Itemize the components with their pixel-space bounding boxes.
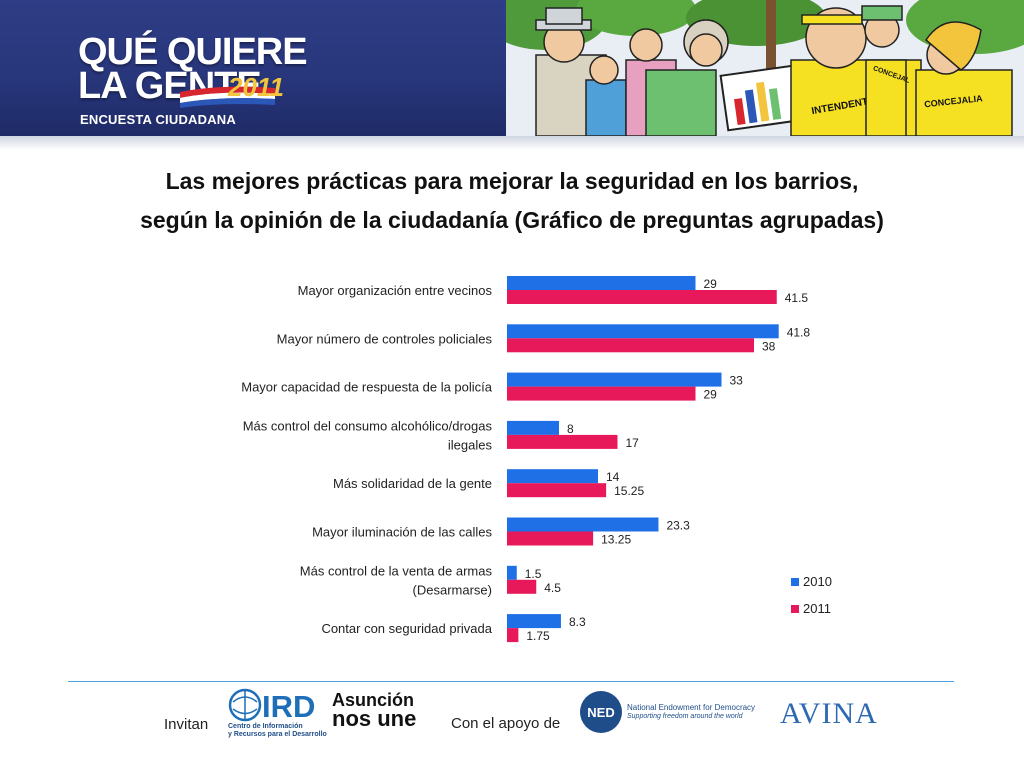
footer-divider	[68, 681, 954, 682]
bar-2011	[507, 483, 607, 498]
data-label-2011: 38	[762, 339, 776, 353]
data-label-2011: 41.5	[785, 291, 809, 305]
ird-logo: IRD	[228, 688, 315, 724]
category-label: Más control de la venta de armas	[300, 563, 493, 578]
data-label-2010: 8	[567, 422, 574, 436]
ird-wordmark: IRD	[262, 689, 315, 724]
citizens-cartoon-illustration: INTENDENTE CONCEJAL CONCEJALIA	[506, 0, 1024, 136]
category-label: Mayor organización entre vecinos	[298, 283, 493, 298]
ned-logo: NED	[580, 691, 622, 733]
category-label: Más solidaridad de la gente	[333, 476, 492, 491]
bar-2011	[507, 338, 754, 353]
data-label-2010: 8.3	[569, 615, 586, 629]
bar-2011	[507, 628, 519, 643]
bar-2011	[507, 386, 696, 401]
logo-year: 2011	[228, 72, 284, 102]
bar-2011	[507, 290, 777, 304]
legend-label-2011: 2011	[803, 601, 831, 616]
bar-2010	[507, 324, 779, 339]
chart-title-line1: Las mejores prácticas para mejorar la se…	[165, 168, 859, 194]
data-label-2010: 14	[606, 470, 620, 484]
banner-shadow	[0, 136, 1024, 150]
chart-title-line2: según la opinión de la ciudadanía (Gráfi…	[140, 207, 884, 233]
legend-label-2010: 2010	[803, 574, 832, 589]
data-label-2011: 29	[704, 388, 718, 402]
category-label: Más control del consumo alcohólico/droga…	[243, 418, 493, 433]
header-banner: QUÉ QUIERE LA GENTE 2011 ENCUESTA CIUDAD…	[0, 0, 1024, 136]
legend-swatch-2010	[791, 578, 799, 586]
data-label-2010: 23.3	[666, 519, 690, 533]
category-label: Mayor número de controles policiales	[277, 331, 493, 346]
data-label-2010: 33	[730, 374, 744, 388]
data-label-2011: 17	[626, 436, 640, 450]
logo-subtitle: ENCUESTA CIUDADANA	[80, 112, 236, 127]
flag-stripes-icon	[180, 86, 275, 108]
category-label: Contar con seguridad privada	[321, 621, 492, 636]
bar-2010	[507, 372, 722, 387]
bar-2010	[507, 517, 659, 532]
category-label: Mayor iluminación de las calles	[312, 525, 492, 540]
data-label-2010: 41.8	[787, 325, 811, 339]
category-label: ilegales	[448, 437, 493, 452]
bar-2011	[507, 579, 537, 594]
logo-title-line1: QUÉ QUIERE	[78, 31, 308, 73]
bar-2010	[507, 276, 696, 290]
data-label-2011: 4.5	[544, 581, 561, 595]
bar-2011	[507, 434, 618, 449]
bar-2010	[507, 420, 559, 435]
ird-subtitle: Centro de Información y Recursos para el…	[228, 723, 327, 739]
bar-2010	[507, 469, 598, 484]
avina-logo: AVINA	[780, 697, 878, 730]
data-label-2011: 1.75	[526, 629, 550, 643]
legend-swatch-2011	[791, 605, 799, 613]
data-label-2011: 13.25	[601, 533, 631, 547]
asuncion-nos-une-logo: Asunción nos une	[332, 690, 417, 732]
invitan-label: Invitan	[164, 716, 209, 733]
ned-abbreviation: NED	[587, 705, 614, 720]
apoyo-label: Con el apoyo de	[451, 715, 561, 732]
ned-name: National Endowment for Democracy Support…	[627, 703, 756, 720]
data-label-2010: 1.5	[525, 567, 542, 581]
data-label-2010: 29	[704, 277, 718, 291]
category-label: Mayor capacidad de respuesta de la polic…	[241, 380, 493, 395]
bar-2010	[507, 565, 517, 580]
category-label: (Desarmarse)	[413, 582, 492, 597]
bar-2010	[507, 614, 561, 629]
data-label-2011: 15.25	[614, 484, 644, 498]
bar-2011	[507, 531, 594, 546]
